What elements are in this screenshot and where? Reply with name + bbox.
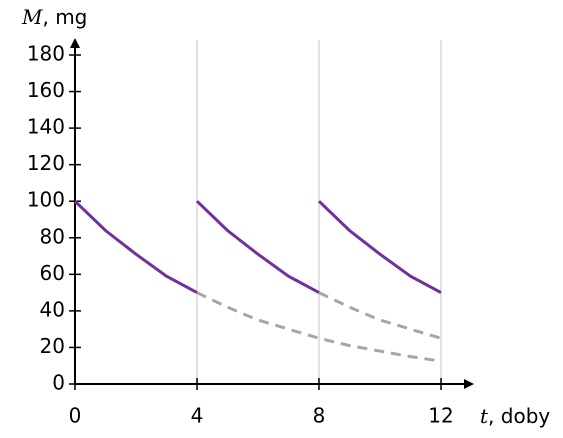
- y-axis-label: M, mg: [21, 5, 87, 29]
- y-tick-label: 80: [40, 224, 65, 248]
- line: [73, 200, 198, 294]
- y-tick-label: 100: [27, 188, 65, 212]
- x-tick-label: 4: [191, 404, 204, 428]
- dashed-line: [318, 291, 442, 340]
- x-label-unit: , doby: [488, 404, 550, 428]
- y-tick-label: 40: [40, 297, 65, 321]
- y-tick-label: 160: [27, 78, 65, 102]
- y-tick-label: 120: [27, 151, 65, 175]
- x-tick-label: 8: [313, 404, 326, 428]
- y-tick-label: 20: [40, 334, 65, 358]
- y-tick-label: 140: [27, 115, 65, 139]
- dashed-line: [196, 291, 442, 363]
- y-label-unit: , mg: [42, 5, 87, 29]
- y-label-symbol: M: [21, 5, 43, 29]
- x-tick-label: 0: [69, 404, 82, 428]
- y-tick-label: 180: [27, 42, 65, 66]
- line: [195, 200, 320, 294]
- line: [317, 200, 442, 294]
- y-tick-label: 0: [52, 371, 65, 395]
- x-axis-label: t, doby: [480, 404, 550, 428]
- y-tick-label: 60: [40, 261, 65, 285]
- x-label-symbol: t: [480, 404, 489, 428]
- x-tick-label: 12: [428, 404, 453, 428]
